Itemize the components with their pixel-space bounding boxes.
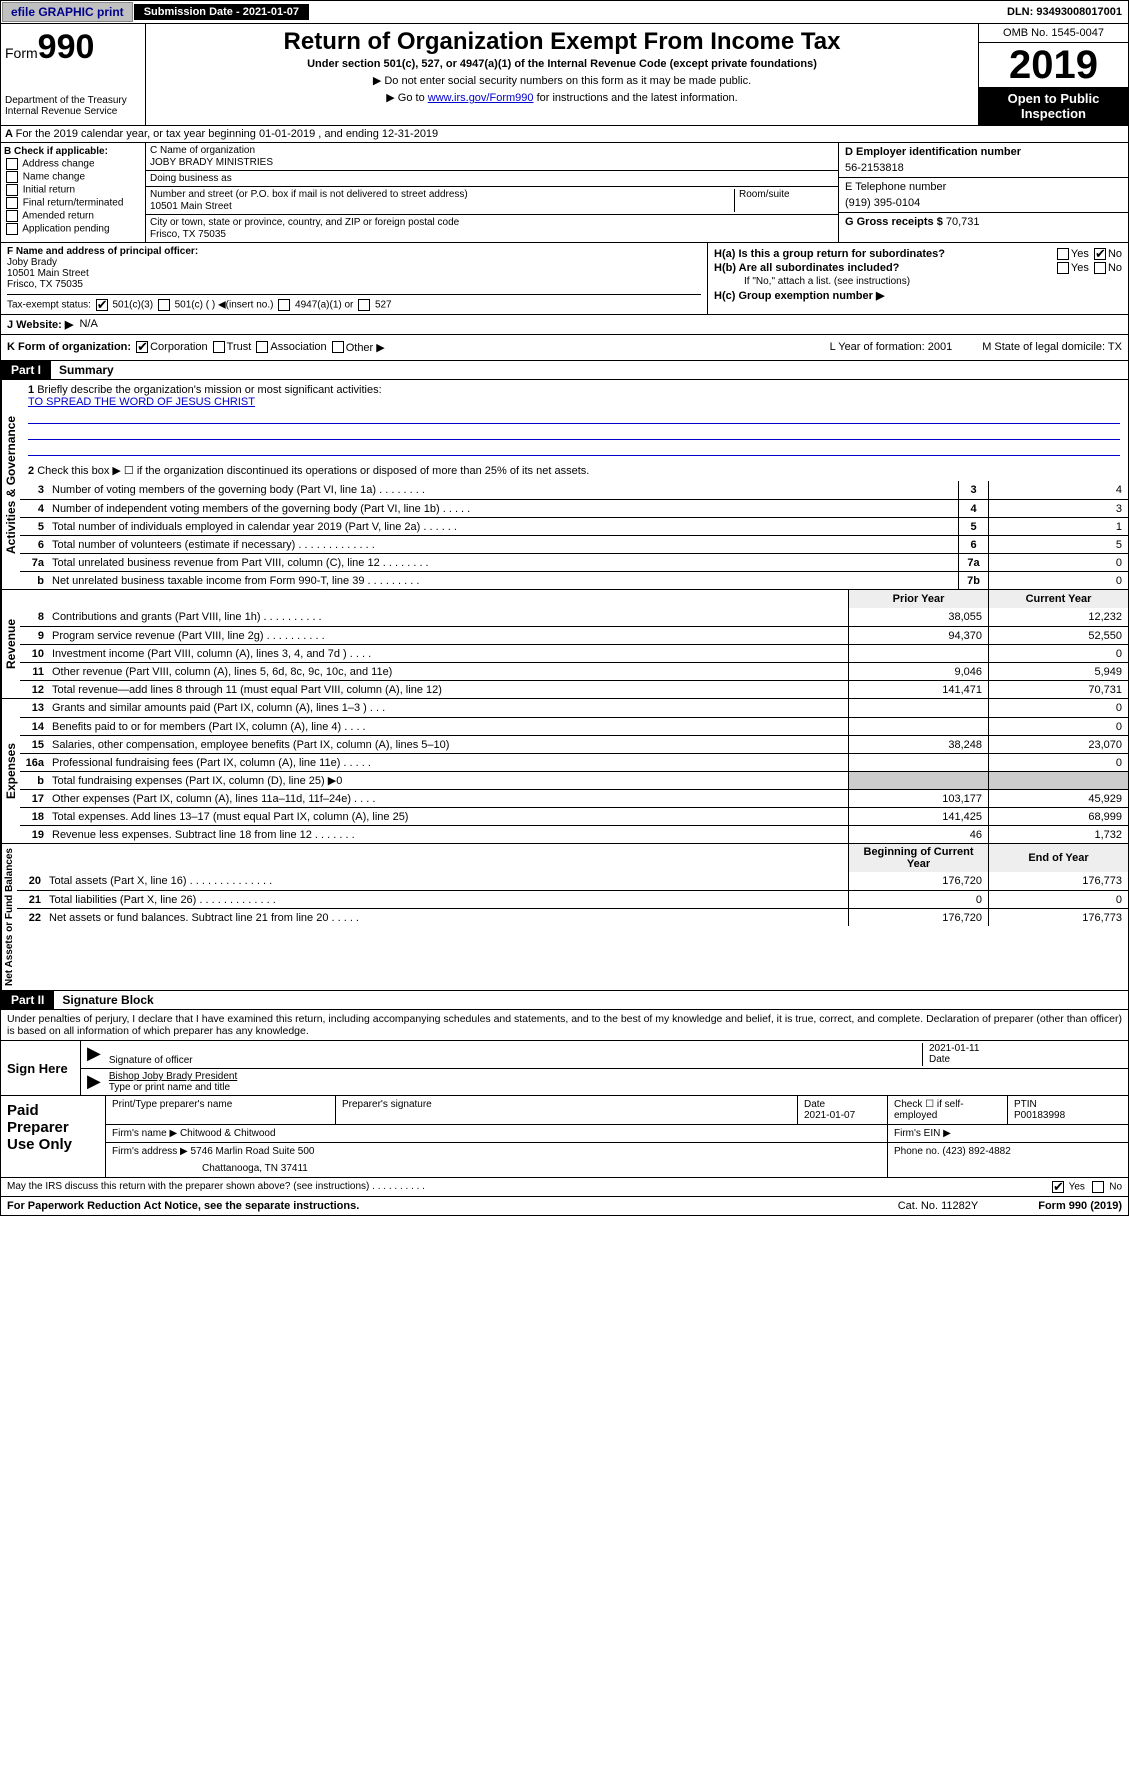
summary-line: 4Number of independent voting members of… (20, 499, 1128, 517)
submission-date: Submission Date - 2021-01-07 (134, 4, 309, 20)
summary-line: 3Number of voting members of the governi… (20, 481, 1128, 499)
box-h: H(a) Is this a group return for subordin… (708, 243, 1128, 314)
summary-line: 10Investment income (Part VIII, column (… (20, 644, 1128, 662)
org-city: Frisco, TX 75035 (150, 229, 834, 240)
summary-line: 8Contributions and grants (Part VIII, li… (20, 608, 1128, 626)
ptin: P00183998 (1014, 1110, 1122, 1121)
summary-line: bTotal fundraising expenses (Part IX, co… (20, 771, 1128, 789)
summary-line: 9Program service revenue (Part VIII, lin… (20, 626, 1128, 644)
state-domicile: M State of legal domicile: TX (982, 341, 1122, 354)
part2-header: Part II Signature Block (0, 991, 1129, 1010)
box-d-ein: D Employer identification number 56-2153… (839, 143, 1128, 178)
omb-number: OMB No. 1545-0047 (979, 24, 1128, 43)
summary-line: 11Other revenue (Part VIII, column (A), … (20, 662, 1128, 680)
note-ssn: ▶ Do not enter social security numbers o… (150, 74, 974, 87)
section-b-to-g: B Check if applicable: Address change Na… (0, 143, 1129, 243)
summary-line: 15Salaries, other compensation, employee… (20, 735, 1128, 753)
summary-line: 18Total expenses. Add lines 13–17 (must … (20, 807, 1128, 825)
summary-line: 14Benefits paid to or for members (Part … (20, 717, 1128, 735)
officer-name: Bishop Joby Brady President (109, 1071, 1122, 1082)
form-subtitle: Under section 501(c), 527, or 4947(a)(1)… (150, 58, 974, 70)
summary-line: 13Grants and similar amounts paid (Part … (20, 699, 1128, 717)
summary-line: bNet unrelated business taxable income f… (20, 571, 1128, 589)
open-inspection: Open to Public Inspection (979, 87, 1128, 125)
line-a-tax-year: A For the 2019 calendar year, or tax yea… (0, 126, 1129, 143)
tax-year: 2019 (979, 43, 1128, 87)
instructions-link[interactable]: www.irs.gov/Form990 (428, 92, 534, 104)
box-g-receipts: G Gross receipts $ 70,731 (839, 213, 1128, 242)
section-f-h: F Name and address of principal officer:… (0, 243, 1129, 315)
line-k-org-form: K Form of organization: Corporation Trus… (0, 335, 1129, 361)
summary-line: 19Revenue less expenses. Subtract line 1… (20, 825, 1128, 843)
line-j-website: J Website: ▶ N/A (0, 315, 1129, 335)
dln-label: DLN: 93493008017001 (1007, 6, 1128, 18)
summary-line: 21Total liabilities (Part X, line 26) . … (17, 890, 1128, 908)
part1-header: Part I Summary (0, 361, 1129, 380)
signature-block: Under penalties of perjury, I declare th… (0, 1010, 1129, 1197)
firm-phone: (423) 892-4882 (942, 1146, 1010, 1157)
summary-line: 7aTotal unrelated business revenue from … (20, 553, 1128, 571)
part1-governance: Activities & Governance 1 Briefly descri… (0, 380, 1129, 590)
summary-line: 16aProfessional fundraising fees (Part I… (20, 753, 1128, 771)
summary-line: 12Total revenue—add lines 8 through 11 (… (20, 680, 1128, 698)
summary-line: 20Total assets (Part X, line 16) . . . .… (17, 872, 1128, 890)
summary-line: 6Total number of volunteers (estimate if… (20, 535, 1128, 553)
org-name: JOBY BRADY MINISTRIES (150, 157, 834, 168)
part1-netassets: Net Assets or Fund Balances Beginning of… (0, 844, 1129, 991)
efile-button[interactable]: efile GRAPHIC print (2, 2, 133, 22)
form-number: Form990 (5, 28, 141, 67)
summary-line: 22Net assets or fund balances. Subtract … (17, 908, 1128, 926)
year-formation: L Year of formation: 2001 (830, 341, 953, 354)
form-footer: For Paperwork Reduction Act Notice, see … (0, 1197, 1129, 1216)
org-address: 10501 Main Street (150, 201, 734, 212)
mission-text: TO SPREAD THE WORD OF JESUS CHRIST (28, 396, 1120, 408)
form-title: Return of Organization Exempt From Incom… (150, 28, 974, 56)
summary-line: 5Total number of individuals employed in… (20, 517, 1128, 535)
top-toolbar: efile GRAPHIC print Submission Date - 20… (0, 0, 1129, 24)
firm-name: Chitwood & Chitwood (180, 1128, 276, 1139)
box-c: C Name of organization JOBY BRADY MINIST… (146, 143, 838, 242)
summary-line: 17Other expenses (Part IX, column (A), l… (20, 789, 1128, 807)
note-link: ▶ Go to www.irs.gov/Form990 for instruct… (150, 91, 974, 104)
department-label: Department of the Treasury Internal Reve… (5, 95, 141, 117)
form-header: Form990 Department of the Treasury Inter… (0, 24, 1129, 126)
part1-expenses: Expenses 13Grants and similar amounts pa… (0, 699, 1129, 844)
part1-revenue: Revenue Prior YearCurrent Year 8Contribu… (0, 590, 1129, 699)
box-f-officer: F Name and address of principal officer:… (1, 243, 708, 314)
box-e-phone: E Telephone number (919) 395-0104 (839, 178, 1128, 213)
box-b: B Check if applicable: Address change Na… (1, 143, 146, 242)
